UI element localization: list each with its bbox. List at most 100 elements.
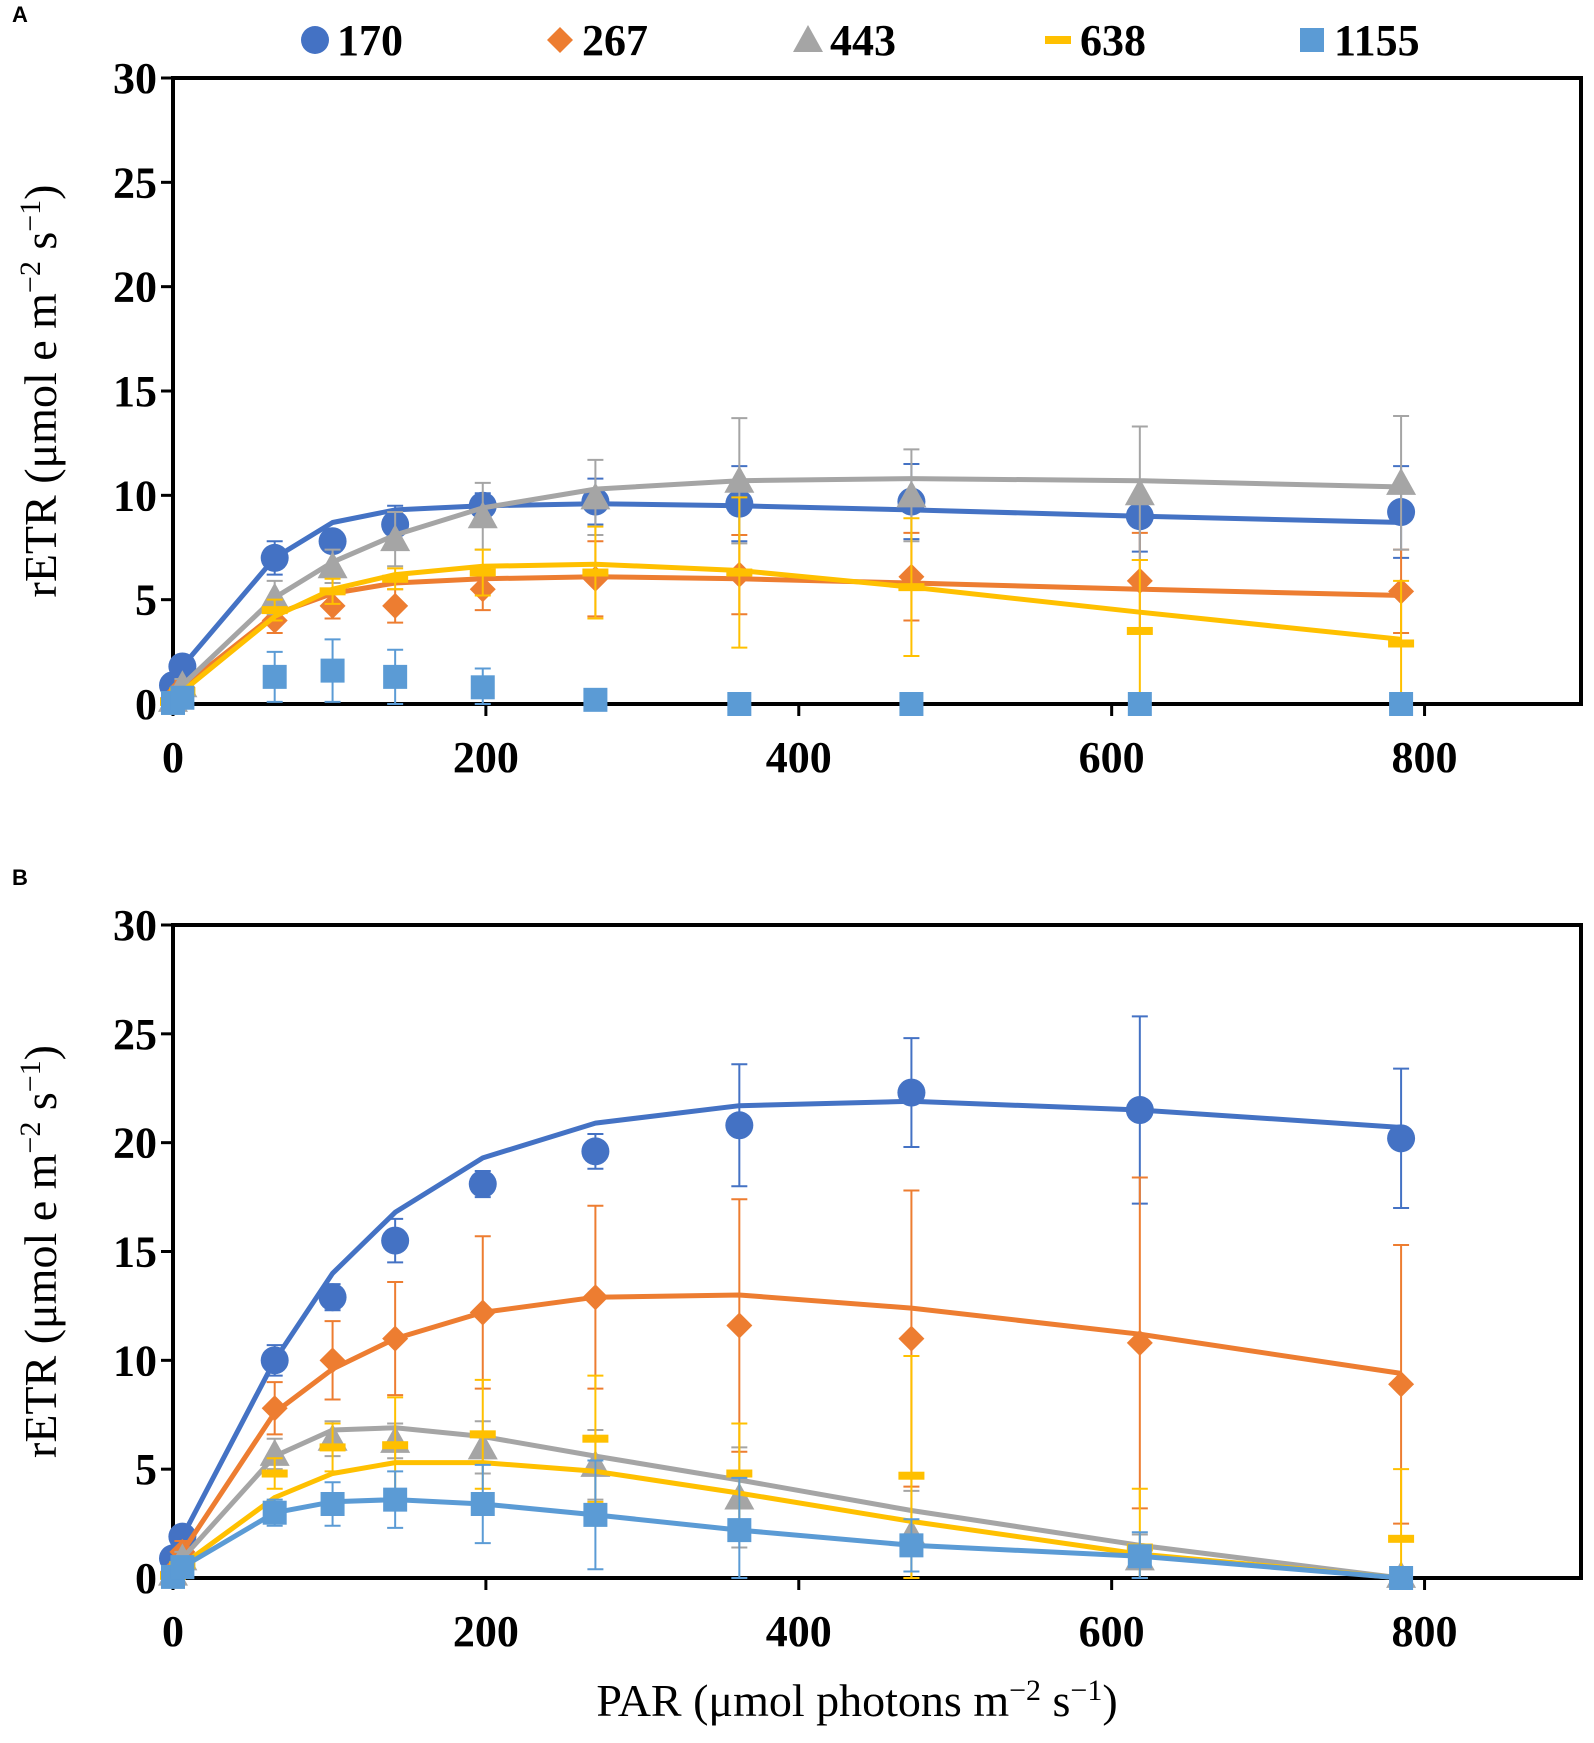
y-tick-label: 25	[113, 1010, 157, 1059]
y-axis-label: rETR (μmol e m−2 s−1)	[14, 1045, 66, 1458]
data-point	[898, 1325, 925, 1352]
data-point	[381, 1226, 410, 1255]
legend-label: 443	[830, 16, 896, 65]
x-tick-label: 800	[1392, 733, 1458, 782]
data-point	[318, 1283, 347, 1312]
series-638	[160, 496, 1415, 706]
data-point	[261, 1469, 288, 1478]
data-point	[261, 606, 288, 615]
legend-diamond-icon	[547, 27, 573, 53]
data-point	[170, 1555, 195, 1580]
data-point	[317, 551, 348, 579]
x-tick-label: 400	[766, 1607, 832, 1656]
y-tick-label: 20	[113, 1119, 157, 1168]
legend-label: 267	[582, 16, 648, 65]
data-point	[168, 652, 197, 681]
data-point	[725, 1111, 754, 1140]
legend-square-icon	[1300, 28, 1324, 52]
panel-a-chart: 0 5 10 15 20 25 30 0 200 400 600 800 rETR (μmol e m−…	[14, 54, 1583, 782]
data-point	[469, 568, 496, 577]
data-point	[470, 1491, 495, 1516]
data-point	[469, 1430, 496, 1439]
data-point	[259, 582, 290, 610]
y-tick-label: 30	[113, 54, 157, 103]
y-tick-label: 0	[135, 680, 157, 729]
x-tick-label: 0	[162, 1607, 184, 1656]
data-point	[382, 574, 409, 583]
legend-item-170: 170	[301, 16, 403, 65]
fit-line	[170, 1098, 1402, 1560]
data-point	[382, 1441, 409, 1450]
data-point	[261, 1395, 288, 1422]
x-axis-label: PAR (μmol photons m−2 s−1)	[596, 1674, 1117, 1726]
series-1155	[161, 638, 1414, 716]
data-point	[1389, 1566, 1414, 1590]
legend-label: 638	[1080, 16, 1146, 65]
data-point	[580, 482, 611, 510]
data-point	[1126, 626, 1153, 635]
data-point	[1388, 639, 1415, 648]
x-tick-label: 200	[453, 733, 519, 782]
data-point	[319, 587, 346, 596]
data-point	[470, 675, 495, 700]
y-axis-label: rETR (μmol e m−2 s−1)	[14, 184, 66, 597]
data-point	[581, 1137, 610, 1166]
panel-label-b: B	[12, 865, 28, 890]
y-tick-label: 30	[113, 901, 157, 950]
legend-item-638: 638	[1045, 16, 1146, 65]
panel-b-chart: 0 5 10 15 20 25 30 0 200 400 600 800 rETR (μmol e m−…	[14, 901, 1583, 1726]
legend: 170 267 443 638 1155	[301, 16, 1420, 65]
data-point	[319, 1443, 346, 1452]
data-point	[262, 1500, 287, 1525]
y-tick-label: 5	[135, 576, 157, 625]
data-point	[896, 480, 927, 508]
data-point	[380, 524, 411, 552]
data-point	[1387, 1124, 1416, 1153]
data-point	[899, 692, 924, 716]
y-tick-label: 15	[113, 367, 157, 416]
data-point	[726, 1312, 753, 1339]
data-point	[583, 1502, 608, 1527]
data-point	[320, 1491, 345, 1516]
x-tick-label: 400	[766, 733, 832, 782]
data-point	[1124, 478, 1155, 506]
data-point	[260, 1346, 289, 1375]
y-tick-label: 20	[113, 263, 157, 312]
data-point	[897, 1078, 926, 1107]
data-point	[319, 1347, 346, 1374]
data-point	[582, 568, 609, 577]
data-point	[468, 1170, 497, 1199]
fit-line	[171, 561, 1402, 704]
y-tick-label: 10	[113, 471, 157, 520]
data-point	[319, 592, 346, 619]
x-tick-label: 600	[1079, 1607, 1145, 1656]
fit-line	[171, 1460, 1402, 1581]
data-point	[1127, 692, 1152, 716]
series-1155	[161, 1459, 1414, 1590]
data-point	[726, 568, 753, 577]
data-point	[1125, 1096, 1154, 1125]
legend-label: 1155	[1334, 16, 1420, 65]
data-point	[898, 1471, 925, 1480]
data-point	[899, 1533, 924, 1558]
x-tick-label: 200	[453, 1607, 519, 1656]
data-point	[469, 1299, 496, 1326]
panel-label-a: A	[12, 2, 28, 27]
data-point	[1389, 692, 1414, 716]
data-point	[1126, 1329, 1153, 1356]
y-tick-label: 0	[135, 1554, 157, 1603]
data-point	[383, 1487, 408, 1512]
y-tick-label: 25	[113, 158, 157, 207]
data-point	[727, 1518, 752, 1543]
legend-item-267: 267	[547, 16, 648, 65]
data-point	[383, 664, 408, 689]
y-tick-label: 5	[135, 1445, 157, 1494]
data-point	[726, 1469, 753, 1478]
data-point	[170, 685, 195, 710]
data-point	[262, 664, 287, 689]
data-point	[724, 465, 755, 493]
data-point	[1388, 1371, 1415, 1398]
y-tick-label: 10	[113, 1336, 157, 1385]
data-point	[467, 501, 498, 529]
